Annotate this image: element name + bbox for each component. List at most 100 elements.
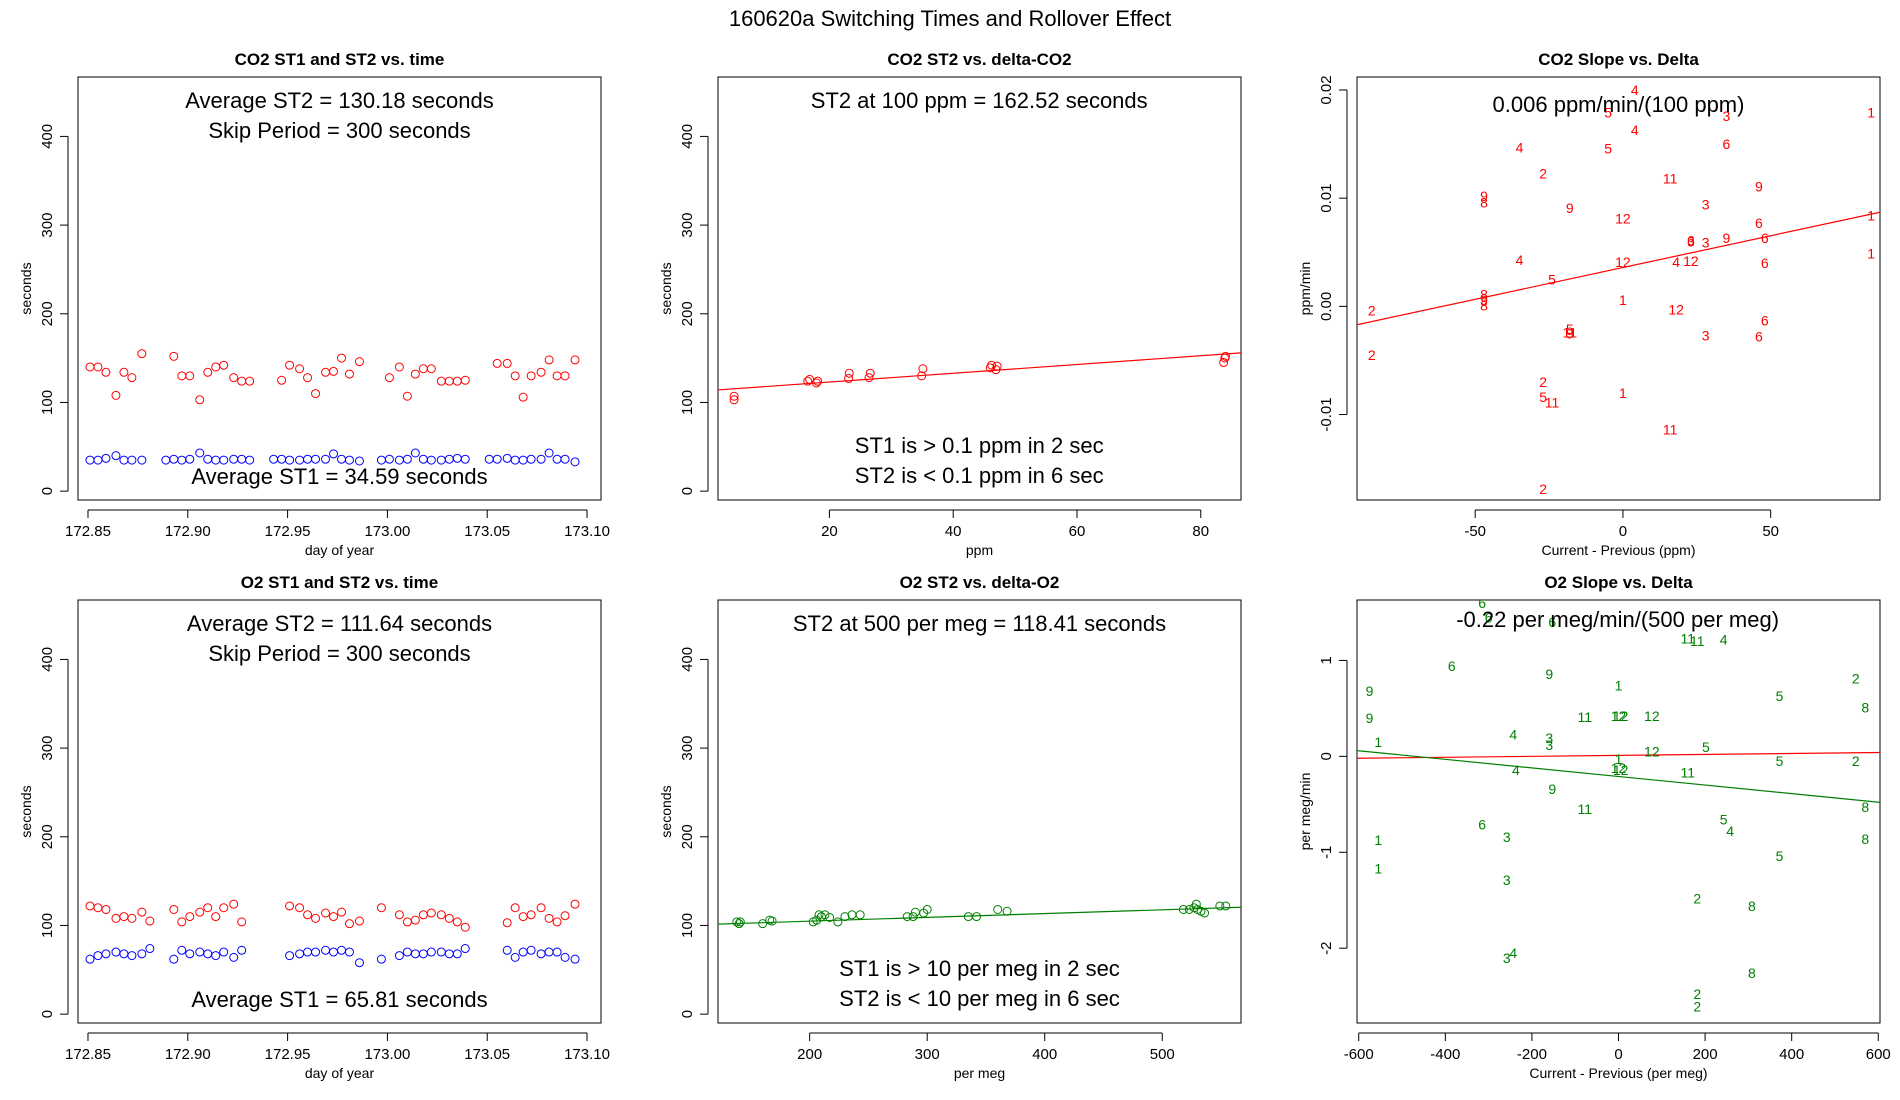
data-point-st1 [219,947,229,957]
data-point-st2 [295,364,305,374]
data-point-st1 [311,454,321,464]
data-point-label: 11 [1690,633,1705,649]
data-point-st1 [119,455,129,465]
data-point-label: 9 [1480,292,1488,308]
data-point-label: 2 [1693,890,1701,906]
data-point-st2 [864,373,874,383]
data-point-st2 [145,916,155,926]
y-tick-label: 100 [679,390,696,415]
data-point-label: 8 [1480,194,1488,210]
data-point-label: 4 [1509,945,1517,961]
data-point-st1 [137,455,147,465]
data-point-st2 [211,912,221,922]
annotation: Average ST2 = 111.64 seconds [187,611,492,636]
y-tick-label: 0.01 [1318,184,1335,213]
data-point-st1 [295,455,305,465]
data-point-st2 [426,364,436,374]
data-point-label: 5 [1776,848,1784,864]
fit-line [718,352,1241,391]
data-point-st2 [735,917,745,927]
x-tick-label: 600 [1866,1046,1891,1063]
x-tick-label: 173.05 [464,1046,510,1063]
data-point-st2 [492,358,502,368]
x-tick-label: 172.90 [165,523,211,540]
data-point-label: 12 [1613,762,1629,778]
data-point-label: 9 [1566,325,1574,341]
annotation: 0.006 ppm/min/(100 ppm) [1493,92,1745,117]
data-point-label: 6 [1478,595,1486,611]
data-point-st1 [245,455,255,465]
data-point-st2 [303,373,313,383]
data-point-label: 4 [1509,726,1517,742]
data-point-st1 [426,455,436,465]
y-tick-label: -2 [1318,942,1335,955]
data-point-st2 [544,355,554,365]
y-axis-label: seconds [658,262,674,314]
data-point-st2 [354,916,364,926]
data-point-label: 3 [1545,730,1553,746]
data-point-st2 [570,899,580,909]
data-point-st1 [444,454,454,464]
plot-frame [717,76,1242,501]
data-point-st1 [93,951,103,961]
x-tick-label: 172.90 [165,1046,211,1063]
data-point-st2 [119,912,129,922]
data-point-label: 12 [1615,211,1631,227]
data-point-st1 [169,954,179,964]
data-point-st2 [336,907,346,917]
data-point-st2 [219,360,229,370]
y-tick-label: 300 [39,213,56,238]
x-axis-label: day of year [305,1065,375,1081]
x-tick-label: 20 [821,523,838,540]
data-point-label: 5 [1604,140,1612,156]
data-point-st2 [811,378,821,388]
data-point-st1 [484,454,494,464]
y-tick-label: 200 [39,824,56,849]
data-point-label: 11 [1680,630,1695,646]
data-point-st1 [570,954,580,964]
x-axis-label: per meg [954,1065,1005,1081]
x-tick-label: 300 [915,1046,940,1063]
data-point-st1 [211,455,221,465]
data-point-st2 [820,910,830,920]
data-point-label: 6 [1761,312,1769,328]
annotation: ST2 at 500 per meg = 118.41 seconds [793,611,1166,636]
data-point-st2 [1200,908,1210,918]
data-point-label: 11 [1663,171,1678,187]
data-point-st2 [384,373,394,383]
data-point-st1 [452,453,462,463]
data-point-st2 [169,351,179,361]
annotation: Skip Period = 300 seconds [208,118,470,143]
data-point-st2 [544,913,554,923]
data-point-st2 [85,901,95,911]
data-point-st2 [993,904,1003,914]
data-point-st2 [85,362,95,372]
data-point-label: 1 [1374,832,1382,848]
panel-co2-time: CO2 ST1 and ST2 vs. time 172.85 172.90 172.… [18,50,610,558]
data-point-label: 1 [1615,751,1623,767]
data-point-st1 [518,455,528,465]
data-point-label: 2 [1852,753,1860,769]
data-point-st1 [460,454,470,464]
data-point-st2 [101,367,111,377]
chart-title: O2 Slope vs. Delta [1544,573,1693,592]
data-point-label: 4 [1516,252,1524,268]
y-tick-label: 300 [679,213,696,238]
data-point-label: 2 [1693,999,1701,1015]
data-point-st2 [844,374,854,384]
panel-co2-delta: CO2 ST2 vs. delta-CO2 20 40 60 80 ppm 0 100 200 3… [658,50,1242,558]
data-point-st1 [552,454,562,464]
data-point-st1 [354,456,364,466]
x-tick-label: 200 [1693,1046,1718,1063]
y-tick-label: 0 [39,1010,56,1018]
data-point-st1 [552,947,562,957]
data-point-st1 [354,958,364,968]
data-point-label: 5 [1566,321,1574,337]
data-point-st2 [444,376,454,386]
x-tick-label: 172.95 [265,523,311,540]
y-tick-label: 0 [679,487,696,495]
data-point-st1 [169,454,179,464]
data-point-st1 [544,947,554,957]
data-point-st1 [285,951,295,961]
